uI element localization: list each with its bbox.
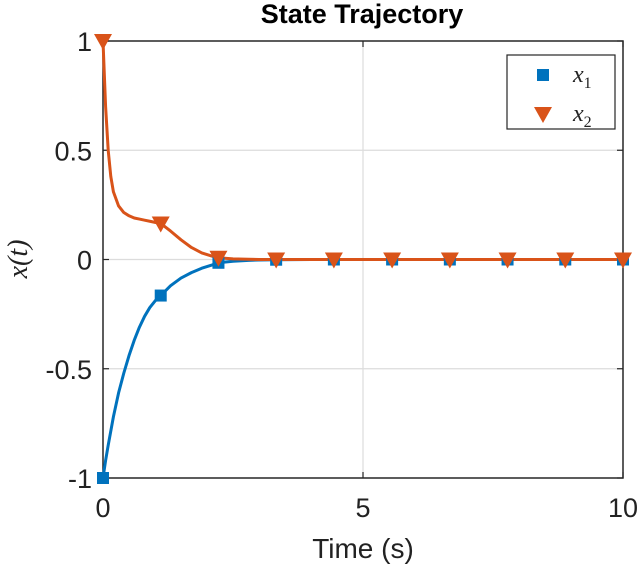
legend-marker-x-2 bbox=[534, 107, 552, 123]
legend-label-subscript: 2 bbox=[584, 114, 592, 131]
data-point-x-2 bbox=[94, 34, 112, 50]
y-tick-label: -0.5 bbox=[45, 355, 92, 385]
x-tick-label: 5 bbox=[355, 493, 370, 523]
y-axis-tick-labels: 1 0.5 0 -0.5 -1 bbox=[45, 27, 92, 494]
legend-marker-x-1 bbox=[537, 69, 549, 81]
data-point-x-2 bbox=[614, 252, 632, 269]
y-tick-label: 1 bbox=[77, 27, 92, 57]
legend-label-x-1: x1 bbox=[572, 62, 592, 92]
legend-label-base: x bbox=[572, 101, 584, 127]
y-tick-label: -1 bbox=[68, 464, 92, 494]
data-point-x-2 bbox=[151, 216, 170, 233]
legend-box bbox=[506, 54, 616, 130]
data-point-x-2 bbox=[324, 252, 343, 269]
x-axis-tick-labels: 0 5 10 bbox=[95, 493, 638, 523]
data-point-x-2 bbox=[556, 252, 575, 269]
x-axis-title: Time (s) bbox=[312, 533, 414, 564]
data-point-x-1 bbox=[154, 289, 167, 302]
data-point-x-2 bbox=[383, 252, 402, 269]
series-markers bbox=[94, 34, 632, 484]
y-tick-label: 0.5 bbox=[54, 136, 92, 166]
x-tick-label: 10 bbox=[608, 493, 638, 523]
data-point-x-2 bbox=[209, 250, 228, 267]
legend-label-base: x bbox=[572, 62, 584, 88]
data-point-x-2 bbox=[440, 252, 459, 269]
chart-title: State Trajectory bbox=[261, 0, 464, 29]
legend-label-x-2: x2 bbox=[572, 101, 592, 131]
data-point-x-2 bbox=[267, 252, 286, 269]
x-tick-label: 0 bbox=[95, 493, 110, 523]
data-point-x-2 bbox=[498, 252, 517, 269]
legend-label-subscript: 1 bbox=[584, 75, 592, 92]
data-point-x-1 bbox=[97, 472, 109, 484]
y-axis-title: x(t) bbox=[3, 240, 34, 280]
y-tick-label: 0 bbox=[77, 246, 92, 276]
